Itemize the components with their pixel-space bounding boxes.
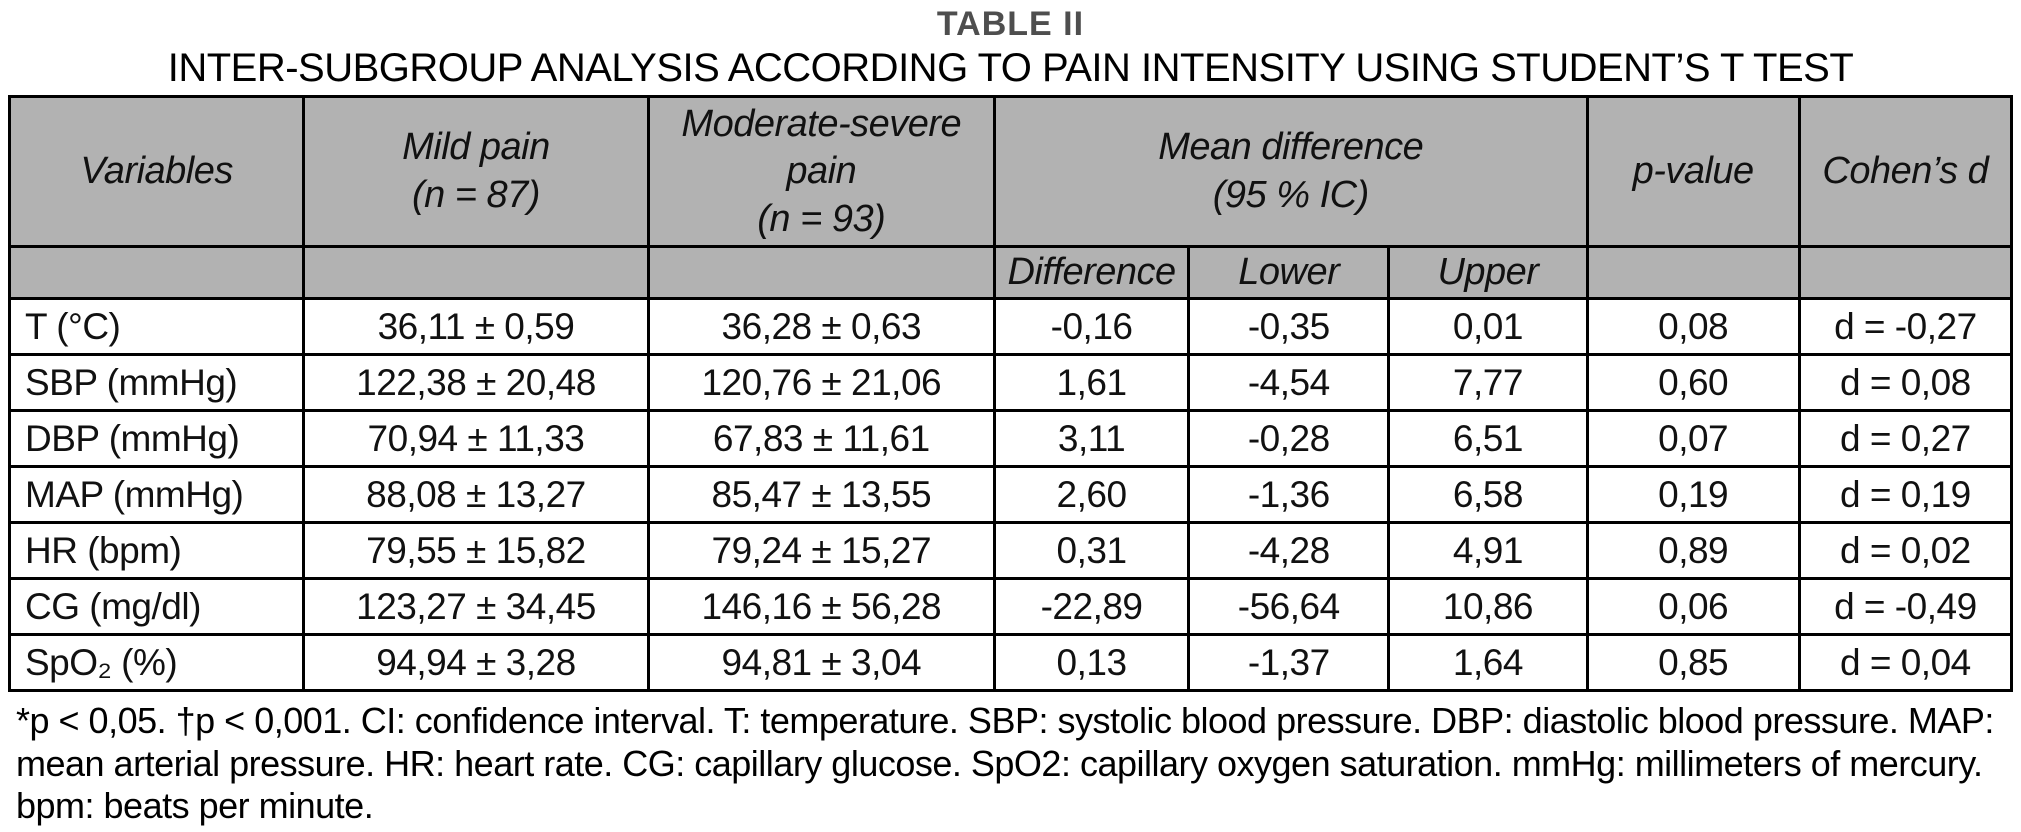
- upper-value: 7,77: [1387, 353, 1589, 413]
- p-value: 0,60: [1585, 353, 1801, 413]
- table-row-dbp: DBP (mmHg) 70,94 ± 11,33 67,83 ± 11,61 3…: [7, 409, 2014, 469]
- cohens-d-value: d = 0,02: [1797, 521, 2014, 581]
- header-cohens-d: Cohen’s d: [1797, 95, 2014, 249]
- p-value: 0,85: [1585, 633, 1801, 693]
- p-value: 0,08: [1585, 297, 1801, 357]
- lower-value: -1,37: [1187, 633, 1391, 693]
- table-row-hr: HR (bpm) 79,55 ± 15,82 79,24 ± 15,27 0,3…: [7, 521, 2014, 581]
- mild-value: 36,11 ± 0,59: [302, 297, 650, 357]
- mild-value: 123,27 ± 34,45: [302, 577, 650, 637]
- cohens-d-value: d = 0,19: [1797, 465, 2014, 525]
- variable-label: DBP (mmHg): [7, 409, 306, 469]
- header-mild-pain: Mild pain (n = 87): [302, 95, 650, 249]
- difference-value: -0,16: [992, 297, 1191, 357]
- table-row-spo2: SpO₂ (%) 94,94 ± 3,28 94,81 ± 3,04 0,13 …: [7, 633, 2014, 693]
- mild-value: 88,08 ± 13,27: [302, 465, 650, 525]
- p-value: 0,89: [1585, 521, 1801, 581]
- table-row-temperature: T (°C) 36,11 ± 0,59 36,28 ± 0,63 -0,16 -…: [7, 297, 2014, 357]
- table-title-block: TABLE II INTER-SUBGROUP ANALYSIS ACCORDI…: [0, 0, 2021, 91]
- variable-label: SBP (mmHg): [7, 353, 306, 413]
- upper-value: 1,64: [1387, 633, 1589, 693]
- p-value: 0,19: [1585, 465, 1801, 525]
- cohens-d-value: d = 0,27: [1797, 409, 2014, 469]
- subheader-empty-moderate: [646, 245, 996, 301]
- moderate-value: 146,16 ± 56,28: [646, 577, 996, 637]
- upper-value: 4,91: [1387, 521, 1589, 581]
- table-subtitle: INTER-SUBGROUP ANALYSIS ACCORDING TO PAI…: [167, 46, 1854, 91]
- header-p-value: p-value: [1585, 95, 1801, 249]
- subheader-empty-mild: [302, 245, 650, 301]
- lower-value: -4,54: [1187, 353, 1391, 413]
- moderate-value: 94,81 ± 3,04: [646, 633, 996, 693]
- moderate-value: 36,28 ± 0,63: [646, 297, 996, 357]
- difference-value: 0,13: [992, 633, 1191, 693]
- mild-value: 70,94 ± 11,33: [302, 409, 650, 469]
- subheader-empty-variables: [7, 245, 306, 301]
- subheader-empty-cohens-d: [1797, 245, 2014, 301]
- header-moderate-severe-pain: Moderate-severe pain (n = 93): [646, 95, 996, 249]
- moderate-value: 79,24 ± 15,27: [646, 521, 996, 581]
- difference-value: -22,89: [992, 577, 1191, 637]
- upper-value: 10,86: [1387, 577, 1589, 637]
- upper-value: 6,58: [1387, 465, 1589, 525]
- variable-label: HR (bpm): [7, 521, 306, 581]
- table-number-title: TABLE II: [936, 5, 1085, 43]
- variable-label: T (°C): [7, 297, 306, 357]
- p-value: 0,07: [1585, 409, 1801, 469]
- difference-value: 2,60: [992, 465, 1191, 525]
- moderate-value: 120,76 ± 21,06: [646, 353, 996, 413]
- table-row-map: MAP (mmHg) 88,08 ± 13,27 85,47 ± 13,55 2…: [7, 465, 2014, 525]
- variable-label: MAP (mmHg): [7, 465, 306, 525]
- variable-label: SpO₂ (%): [7, 633, 306, 693]
- table-header-row: Variables Mild pain (n = 87) Moderate-se…: [7, 95, 2014, 249]
- header-variables: Variables: [7, 95, 306, 249]
- table-subheader-row: Difference Lower Upper: [7, 245, 2014, 301]
- lower-value: -56,64: [1187, 577, 1391, 637]
- table-row-cg: CG (mg/dl) 123,27 ± 34,45 146,16 ± 56,28…: [7, 577, 2014, 637]
- lower-value: -1,36: [1187, 465, 1391, 525]
- variable-label: CG (mg/dl): [7, 577, 306, 637]
- difference-value: 3,11: [992, 409, 1191, 469]
- table-row-sbp: SBP (mmHg) 122,38 ± 20,48 120,76 ± 21,06…: [7, 353, 2014, 413]
- mild-value: 79,55 ± 15,82: [302, 521, 650, 581]
- lower-value: -4,28: [1187, 521, 1391, 581]
- cohens-d-value: d = 0,08: [1797, 353, 2014, 413]
- difference-value: 0,31: [992, 521, 1191, 581]
- upper-value: 6,51: [1387, 409, 1589, 469]
- cohens-d-value: d = -0,27: [1797, 297, 2014, 357]
- cohens-d-value: d = 0,04: [1797, 633, 2014, 693]
- moderate-value: 67,83 ± 11,61: [646, 409, 996, 469]
- p-value: 0,06: [1585, 577, 1801, 637]
- mild-value: 122,38 ± 20,48: [302, 353, 650, 413]
- difference-value: 1,61: [992, 353, 1191, 413]
- moderate-value: 85,47 ± 13,55: [646, 465, 996, 525]
- cohens-d-value: d = -0,49: [1797, 577, 2014, 637]
- subheader-difference: Difference: [992, 245, 1191, 301]
- lower-value: -0,28: [1187, 409, 1391, 469]
- subheader-upper: Upper: [1387, 245, 1589, 301]
- mild-value: 94,94 ± 3,28: [302, 633, 650, 693]
- results-table: Variables Mild pain (n = 87) Moderate-se…: [7, 95, 2014, 693]
- header-mean-difference: Mean difference (95 % IC): [992, 95, 1589, 249]
- subheader-empty-p-value: [1585, 245, 1801, 301]
- upper-value: 0,01: [1387, 297, 1589, 357]
- table-footnote: *p < 0,05. †p < 0,001. CI: confidence in…: [16, 700, 1994, 826]
- subheader-lower: Lower: [1187, 245, 1391, 301]
- lower-value: -0,35: [1187, 297, 1391, 357]
